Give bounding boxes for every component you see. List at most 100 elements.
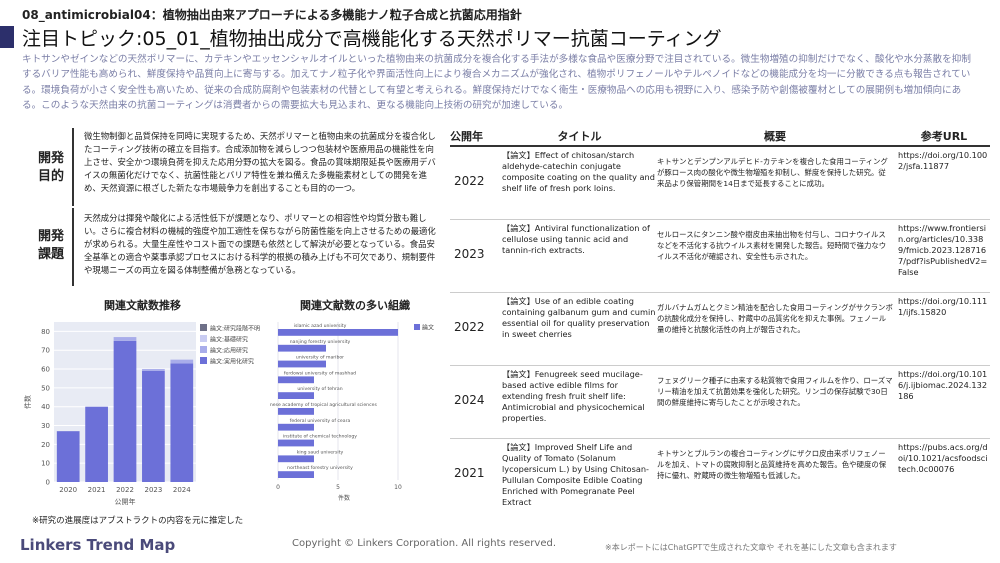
bar-segment — [85, 406, 108, 482]
y-tick-label: 0 — [46, 479, 50, 487]
year-cell: 2023 — [454, 247, 485, 261]
y-tick-label: institute of chemical technology — [283, 434, 357, 440]
url-cell: https://doi.org/10.1002/jsfa.11877 — [898, 150, 988, 171]
y-tick-label: 60 — [41, 366, 50, 374]
year-cell: 2022 — [454, 174, 485, 188]
bar-segment — [113, 340, 137, 482]
y-tick-label: 80 — [41, 328, 50, 336]
bar — [278, 392, 314, 399]
legend-label: 論文:実用化研究 — [210, 358, 254, 366]
y-tick-label: 10 — [41, 460, 50, 468]
legend-swatch — [200, 346, 207, 353]
disclaimer: ※本レポートにはChatGPTで生成された文章や それを基にした文章も含まれます — [605, 543, 897, 552]
legend-label: 論文:応用研究 — [210, 347, 248, 355]
url-cell: https://www.frontiersin.org/articles/10.… — [898, 223, 988, 277]
x-tick-label: 10 — [394, 484, 402, 491]
summary-cell: フェヌグリーク種子に由来する粘質物で食用フィルムを作り、ローズマリー精油を加えて… — [657, 376, 893, 407]
bar-segment — [170, 363, 194, 482]
legend-label: 論文:基礎研究 — [210, 336, 248, 344]
year-cell: 2024 — [454, 393, 485, 407]
table-header: 公開年 — [450, 130, 483, 143]
bar-segment — [142, 370, 165, 482]
section-bar — [72, 128, 74, 206]
legend-swatch — [200, 357, 207, 364]
table-header: 参考URL — [920, 130, 968, 143]
x-tick-label: 2024 — [173, 486, 191, 494]
bar-segment — [113, 337, 137, 341]
bar — [278, 471, 314, 478]
chart-title: 関連文献数の多い組織 — [300, 299, 410, 312]
title-cell: 【論文】Effect of chitosan/starch aldehyde-c… — [502, 150, 655, 193]
url-cell: https://doi.org/10.1016/j.ijbiomac.2024.… — [898, 369, 988, 401]
legend-swatch — [200, 324, 207, 331]
row-rule — [450, 292, 990, 293]
bar — [278, 439, 314, 447]
year-cell: 2022 — [454, 320, 485, 334]
url-cell: https://pubs.acs.org/doi/10.1021/acsfood… — [898, 442, 988, 474]
x-tick-label: 2023 — [144, 486, 162, 494]
summary-cell: ガルバナムガムとクミン精油を配合した食用コーティングがサクランボの抗酸化成分を保… — [657, 303, 893, 334]
bar — [278, 329, 398, 336]
title-cell: 【論文】Fenugreek seed mucilage-based active… — [502, 369, 645, 423]
y-tick-label: king saud university — [297, 449, 344, 455]
copyright: Copyright © Linkers Corporation. All rig… — [292, 538, 556, 549]
intro-text: キトサンやゼインなどの天然ポリマーに、カテキンやエッセンシャルオイルといった植物… — [22, 54, 971, 112]
chart-title: 関連文献数推移 — [104, 299, 181, 312]
year-cell: 2021 — [454, 466, 485, 480]
row-rule — [450, 219, 990, 220]
y-tick-label: federal university of ceara — [290, 418, 351, 424]
table-header: 概要 — [764, 130, 786, 143]
x-axis-label: 公開年 — [115, 497, 136, 506]
y-tick-label: ferdowsi university of mashhad — [284, 370, 356, 376]
legend-label: 論文 — [422, 324, 434, 332]
x-tick-label: 2022 — [116, 486, 134, 494]
row-rule — [450, 438, 990, 439]
url-cell: https://doi.org/10.1111/ijfs.15820 — [898, 296, 988, 317]
y-tick-label: university of tehran — [297, 386, 342, 392]
y-tick-label: university of maribor — [296, 355, 344, 361]
chart-trend: 0 10 20 30 40 50 60 70 80 2020 2021 2022 2023 2024 公開年… — [23, 322, 260, 506]
summary-cell: セルロースにタンニン酸や樹皮由来抽出物を付与し、コロナウイルスなどを不活化する抗… — [657, 230, 887, 261]
x-axis-label: 件数 — [338, 494, 350, 502]
bar-segment — [142, 369, 165, 371]
chart-orgs: 0 5 10 islamic azad university nanjing fores… — [270, 322, 434, 502]
y-axis-label: 件数 — [23, 395, 32, 409]
title-cell: 【論文】Antiviral functionalization of cellu… — [502, 223, 650, 255]
y-tick-label: 50 — [41, 384, 50, 392]
title-cell: 【論文】Improved Shelf Life and Quality of T… — [502, 442, 649, 507]
report-code: 08_antimicrobial04：植物抽出由来アプローチによる多機能ナノ粒子… — [22, 8, 522, 22]
header-rule — [450, 145, 990, 147]
bar — [278, 408, 314, 415]
y-tick-label: islamic azad university — [294, 323, 347, 329]
title-accent — [0, 26, 14, 48]
y-tick-label: 20 — [41, 441, 50, 449]
section-text: 天然成分は揮発や酸化による活性低下が課題となり、ポリマーとの相容性や均質分散も難… — [84, 213, 436, 275]
note: ※研究の進展度はアブストラクトの内容を元に推定した — [32, 516, 244, 526]
y-tick-label: nanjing forestry university — [290, 339, 351, 345]
title-cell: 【論文】Use of an edible coating containing … — [502, 296, 656, 339]
section-label: 開発課題 — [37, 229, 64, 262]
bar — [278, 344, 326, 352]
bar — [278, 455, 314, 463]
legend-label: 論文:研究段階不明 — [210, 325, 260, 333]
section-label: 開発目的 — [37, 151, 64, 184]
x-tick-label: 2020 — [59, 486, 77, 494]
y-tick-label: northeast forestry university — [287, 465, 353, 471]
summary-cell: キトサンとプルランの複合コーティングにザクロ皮由来ポリフェノールを加え、トマトの… — [657, 449, 887, 480]
bar-segment — [56, 431, 80, 482]
section-bar — [72, 208, 74, 286]
table: 公開年 タイトル 概要 参考URL 2022 【論文】Effect of chitosan… — [450, 128, 990, 518]
bar — [278, 423, 314, 431]
legend-swatch — [414, 324, 420, 330]
bar — [278, 376, 314, 384]
summary-cell: キトサンとデンプンアルデヒド-カテキンを複合した食用コーティングが豚ロース肉の酸… — [657, 157, 888, 188]
y-tick-label: 40 — [41, 403, 50, 411]
bar-segment — [170, 359, 194, 364]
y-tick-label: chinese academy of tropical agricultural… — [270, 402, 377, 408]
bar — [278, 360, 326, 368]
row-rule — [450, 365, 990, 366]
section-text: 微生物制御と品質保持を同時に実現するため、天然ポリマーと植物由来の抗菌成分を複合… — [84, 131, 436, 193]
page-title: 注目トピック:05_01_植物抽出成分で高機能化する天然ポリマー抗菌コーティング — [22, 28, 722, 50]
y-tick-label: 30 — [41, 422, 50, 430]
